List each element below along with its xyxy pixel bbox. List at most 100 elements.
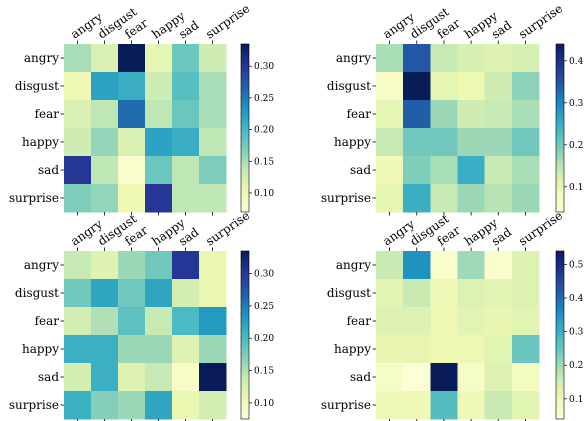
panel-4-cell-fear-disgust	[403, 307, 431, 336]
panel-1-cell-happy-happy	[145, 128, 173, 157]
panel-4-cell-disgust-disgust	[403, 279, 431, 308]
panel-3-cell-disgust-surprise	[199, 279, 227, 308]
panel-1-colorbar-label-0.10: 0.10	[254, 189, 274, 199]
panel-1-cell-disgust-disgust	[91, 72, 119, 101]
panel-1-colorbar-label-0.30: 0.30	[254, 62, 274, 72]
panel-1-cell-happy-disgust	[91, 128, 119, 157]
panel-3-cell-fear-angry	[64, 307, 92, 336]
panel-4-cell-sad-angry	[376, 363, 404, 392]
panel-3-xlabel-surprise: surprise	[203, 208, 252, 248]
panel-2-cell-happy-happy	[457, 128, 486, 157]
panel-3-cell-angry-disgust	[91, 251, 119, 280]
panel-1-cell-sad-sad	[172, 156, 200, 185]
panel-1-cell-disgust-surprise	[199, 72, 227, 101]
panel-4-cell-happy-angry	[376, 335, 404, 364]
panel-4-cell-happy-disgust	[403, 335, 431, 364]
panel-4-ylabel-happy: happy	[334, 342, 371, 356]
panel-2-cell-angry-surprise	[511, 44, 540, 73]
panel-2-cell-fear-angry	[376, 100, 404, 129]
panel-3-cell-disgust-disgust	[91, 279, 119, 308]
panel-2-ylabel-fear: fear	[347, 107, 372, 121]
panel-3-cell-happy-fear	[118, 335, 146, 364]
panel-4-ylabel-surprise: surprise	[321, 398, 371, 412]
panel-4-colorbar-label-0.1: 0.1	[569, 395, 583, 405]
panel-1-cell-happy-sad	[172, 128, 200, 157]
panel-4-cell-fear-happy	[457, 307, 486, 336]
panel-2-colorbar	[555, 43, 565, 213]
panel-3-cell-disgust-happy	[145, 279, 173, 308]
panel-2-ylabel-sad: sad	[350, 163, 371, 177]
panel-1-cell-disgust-angry	[64, 72, 92, 101]
panel-3-cell-disgust-sad	[172, 279, 200, 308]
panel-2-cell-happy-fear	[430, 128, 458, 157]
panel-2-cell-angry-sad	[484, 44, 513, 73]
panel-2-cell-angry-disgust	[403, 44, 431, 73]
panel-3-cell-surprise-happy	[145, 391, 173, 420]
panel-3-colorbar	[240, 250, 250, 420]
panel-1-cell-angry-happy	[145, 44, 173, 73]
panel-1-cell-surprise-fear	[118, 184, 146, 213]
panel-4-cell-disgust-sad	[484, 279, 513, 308]
panel-3-cell-disgust-angry	[64, 279, 92, 308]
panel-2-cell-sad-sad	[484, 156, 513, 185]
panel-1-cell-sad-surprise	[199, 156, 227, 185]
panel-2-cell-surprise-surprise	[511, 184, 540, 213]
panel-3-cell-disgust-fear	[118, 279, 146, 308]
panel-1-ylabel-surprise: surprise	[9, 191, 59, 205]
panel-2-cell-disgust-sad	[484, 72, 513, 101]
panel-1-ylabel-sad: sad	[38, 163, 59, 177]
panel-1-cell-sad-angry	[64, 156, 92, 185]
panel-2-cell-fear-surprise	[511, 100, 540, 129]
panel-1-xlabel-surprise: surprise	[203, 1, 252, 41]
panel-3-ylabel-disgust: disgust	[15, 286, 59, 300]
panel-3-cell-surprise-sad	[172, 391, 200, 420]
panel-2-cell-surprise-happy	[457, 184, 486, 213]
panel-4-cell-angry-sad	[484, 251, 513, 280]
panel-4-cell-disgust-surprise	[511, 279, 540, 308]
panel-3-colorbar-label-0.10: 0.10	[254, 399, 274, 409]
panel-2-cell-sad-surprise	[511, 156, 540, 185]
panel-2-cell-sad-happy	[457, 156, 486, 185]
panel-2-cell-disgust-happy	[457, 72, 486, 101]
panel-1-colorbar-label-0.20: 0.20	[254, 126, 274, 136]
panel-2-cell-angry-fear	[430, 44, 458, 73]
panel-4-ylabel-disgust: disgust	[327, 286, 371, 300]
panel-3-cell-angry-happy	[145, 251, 173, 280]
panel-1-cell-fear-angry	[64, 100, 92, 129]
panel-2-cell-disgust-angry	[376, 72, 404, 101]
panel-4-cell-disgust-fear	[430, 279, 458, 308]
panel-3-cell-angry-fear	[118, 251, 146, 280]
panel-4-cell-sad-happy	[457, 363, 486, 392]
panel-4-cell-surprise-disgust	[403, 391, 431, 420]
panel-4-cell-fear-fear	[430, 307, 458, 336]
panel-2-cell-disgust-fear	[430, 72, 458, 101]
panel-2-colorbar-label-0.1: 0.1	[569, 183, 583, 193]
panel-4-cell-surprise-sad	[484, 391, 513, 420]
panel-3-colorbar-label-0.20: 0.20	[254, 334, 274, 344]
panel-1-ylabel-happy: happy	[22, 135, 59, 149]
panel-3-cell-angry-angry	[64, 251, 92, 280]
panel-1-cell-happy-angry	[64, 128, 92, 157]
panel-4-cell-happy-happy	[457, 335, 486, 364]
panel-1-cell-happy-surprise	[199, 128, 227, 157]
panel-4-colorbar	[555, 250, 565, 420]
panel-4-colorbar-label-0.5: 0.5	[569, 260, 584, 270]
panel-3-cell-sad-angry	[64, 363, 92, 392]
panel-4-ylabel-sad: sad	[350, 370, 371, 384]
panel-2-ylabel-surprise: surprise	[321, 191, 371, 205]
panel-4-cell-sad-sad	[484, 363, 513, 392]
panel-3-cell-happy-angry	[64, 335, 92, 364]
panel-1-cell-angry-sad	[172, 44, 200, 73]
panel-2-ylabel-happy: happy	[334, 135, 371, 149]
panel-2-cell-sad-disgust	[403, 156, 431, 185]
panel-3-cell-happy-sad	[172, 335, 200, 364]
panel-2-cell-happy-surprise	[511, 128, 540, 157]
panel-2-cell-happy-angry	[376, 128, 404, 157]
panel-2-ylabel-angry: angry	[336, 51, 371, 65]
panel-2-cell-surprise-sad	[484, 184, 513, 213]
panel-4-cell-surprise-happy	[457, 391, 486, 420]
panel-4-cell-happy-fear	[430, 335, 458, 364]
panel-1-cell-angry-disgust	[91, 44, 119, 73]
panel-1-cell-fear-surprise	[199, 100, 227, 129]
panel-3-cell-happy-surprise	[199, 335, 227, 364]
